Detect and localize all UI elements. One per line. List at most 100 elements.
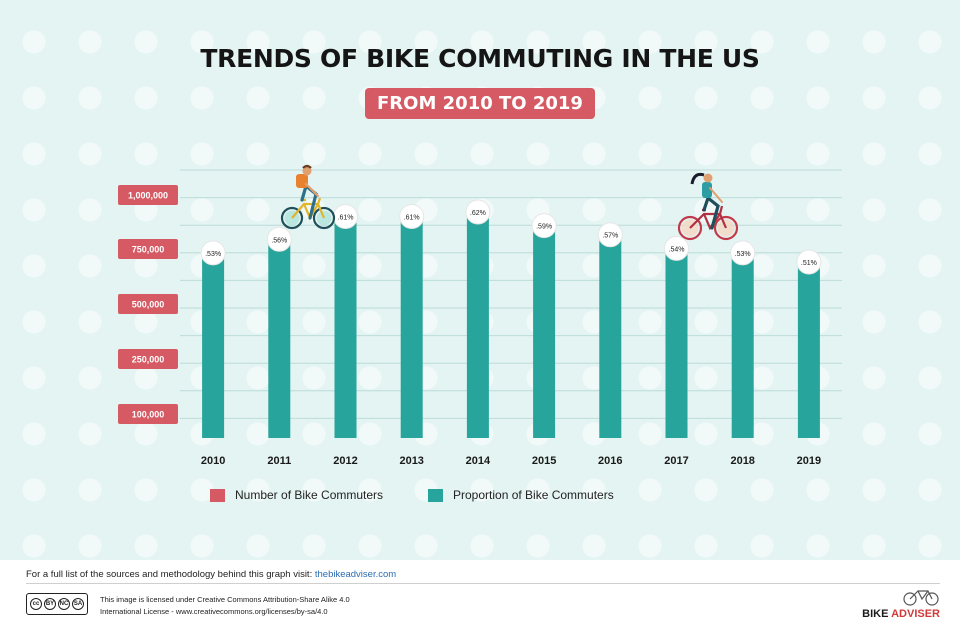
- bar-2013: [400, 216, 423, 438]
- x-tick-label: 2018: [730, 455, 754, 467]
- legend-label: Proportion of Bike Commuters: [453, 488, 614, 502]
- y-tick-pill: [118, 239, 178, 259]
- y-tick-label: 100,000: [118, 404, 178, 424]
- legend-label: Number of Bike Commuters: [235, 488, 384, 502]
- y-axis-ticks: 1,000,000 750,000 500,000 250,000 100,000: [118, 185, 178, 424]
- y-tick-text: 250,000: [132, 355, 165, 365]
- x-tick-label: 2015: [532, 455, 556, 467]
- y-tick-pill: [118, 349, 178, 369]
- license-text: This image is licensed under Creative Co…: [100, 594, 350, 618]
- sources-link[interactable]: thebikeadviser.com: [314, 569, 397, 580]
- bar-label-bubble: [465, 199, 491, 225]
- bars: [202, 212, 820, 438]
- bar-label-text: .51%: [801, 260, 817, 267]
- bar-label-text: .61%: [404, 215, 420, 222]
- x-tick-label: 2011: [267, 455, 291, 467]
- logo-word-adviser: ADVISER: [891, 608, 940, 620]
- bar-label: .62%: [465, 199, 491, 225]
- bar-label: .61%: [333, 204, 358, 230]
- bar-label-bubble: [531, 213, 557, 239]
- y-tick-pill: [118, 185, 178, 205]
- bar-label: .56%: [266, 226, 292, 252]
- man-cyclist-icon: [280, 164, 336, 230]
- bar-2018: [731, 252, 754, 438]
- bar-label-text: .59%: [536, 224, 552, 231]
- license-line-2: International License - www.creativecomm…: [100, 607, 328, 616]
- creative-commons-badge-icon: cc BY NC SA: [26, 593, 88, 615]
- bar-2015: [533, 225, 556, 438]
- x-tick-label: 2016: [598, 455, 622, 467]
- bar-label-bubble: [266, 226, 292, 252]
- legend: Number of Bike Commuters Proportion of B…: [210, 488, 810, 508]
- bar-2017: [665, 248, 688, 438]
- y-tick-label: 500,000: [118, 294, 178, 314]
- y-tick-label: 1,000,000: [118, 185, 178, 205]
- x-tick-label: 2012: [333, 455, 357, 467]
- bar-label-bubble: [796, 249, 822, 275]
- by-icon: BY: [44, 598, 56, 610]
- bar-label-text: .57%: [602, 233, 618, 240]
- y-tick-pill: [118, 404, 178, 424]
- bar-chart: 1,000,000 750,000 500,000 250,000 100,000 .5…: [118, 164, 842, 467]
- x-tick-label: 2019: [797, 455, 821, 467]
- x-tick-label: 2017: [664, 455, 688, 467]
- chart-subtitle-badge: FROM 2010 TO 2019: [365, 88, 595, 119]
- bar-label-bubble: [730, 240, 756, 266]
- bar-label-bubble: [399, 204, 425, 230]
- bar-label: .53%: [200, 240, 226, 266]
- y-tick-text: 1,000,000: [128, 191, 168, 201]
- bar-2010: [202, 252, 225, 438]
- bar-2019: [797, 262, 820, 438]
- bar-label-bubble: [597, 222, 623, 248]
- footer: For a full list of the sources and metho…: [0, 560, 960, 626]
- x-tick-label: 2014: [466, 455, 491, 467]
- sources-text: For a full list of the sources and metho…: [26, 569, 315, 580]
- bar-label-text: .54%: [669, 246, 685, 253]
- legend-swatch-red: [210, 488, 225, 502]
- bar-label-text: .53%: [205, 251, 221, 258]
- bar-2012: [334, 216, 357, 438]
- bar-label: .53%: [730, 240, 756, 266]
- bar-2014: [466, 212, 489, 438]
- chart-title: TRENDS OF BIKE COMMUTING IN THE US: [200, 44, 760, 73]
- sa-icon: SA: [72, 598, 84, 610]
- license-line-1: This image is licensed under Creative Co…: [100, 595, 350, 604]
- bar-labels: .53% .56% .61% .61% .62% .59% .57% .54% .53% .51%: [200, 199, 822, 275]
- bar-label-text: .53%: [735, 251, 751, 258]
- bar-label-text: .62%: [470, 210, 486, 217]
- bike-adviser-logo: BIKE ADVISER: [860, 588, 940, 620]
- y-tick-text: 500,000: [132, 300, 165, 310]
- nc-icon: NC: [58, 598, 70, 610]
- bar-2011: [268, 239, 291, 438]
- logo-word-bike: BIKE: [862, 608, 889, 620]
- subtitle-wrapper: FROM 2010 TO 2019: [0, 88, 960, 119]
- bar-label-bubble: [664, 235, 689, 261]
- bar-label: .51%: [796, 249, 822, 275]
- legend-swatch-teal: [428, 488, 443, 502]
- legend-item-proportion: Proportion of Bike Commuters: [428, 488, 614, 502]
- x-tick-label: 2013: [399, 455, 423, 467]
- y-tick-label: 750,000: [118, 239, 178, 259]
- x-tick-label: 2010: [201, 455, 225, 467]
- y-tick-pill: [118, 294, 178, 314]
- bar-label-bubble: [200, 240, 226, 266]
- bar-label: .57%: [597, 222, 623, 248]
- bar-label-text: .56%: [271, 237, 287, 244]
- bar-label: .59%: [531, 213, 557, 239]
- chart-background: TRENDS OF BIKE COMMUTING IN THE US FROM …: [0, 0, 960, 560]
- bar-label-text: .61%: [338, 215, 354, 222]
- sources-note: For a full list of the sources and metho…: [26, 569, 396, 580]
- bar-label: .61%: [399, 204, 425, 230]
- cc-icon: cc: [30, 598, 42, 610]
- bar-label: .54%: [664, 235, 689, 261]
- footer-divider: [26, 583, 940, 584]
- bar-2016: [599, 234, 622, 438]
- woman-cyclist-icon: [677, 172, 739, 241]
- y-tick-text: 750,000: [132, 245, 165, 255]
- y-tick-text: 100,000: [132, 410, 165, 420]
- bicycle-logo-icon: [903, 590, 939, 606]
- x-axis-ticks: 2010 2011 2012 2013 2014 2015 2016 2017 2018 2019: [201, 455, 821, 467]
- logo-text: BIKE ADVISER: [862, 608, 940, 620]
- legend-item-number: Number of Bike Commuters: [210, 488, 383, 502]
- y-tick-label: 250,000: [118, 349, 178, 369]
